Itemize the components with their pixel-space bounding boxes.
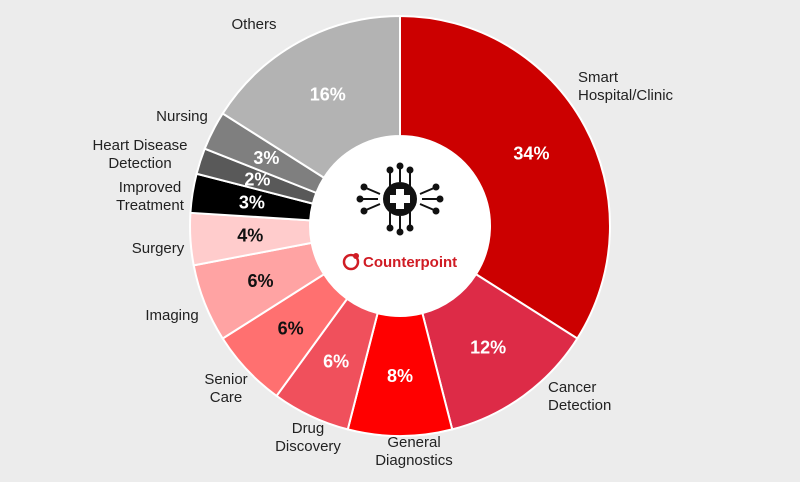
medical-chip-icon	[356, 162, 444, 236]
category-label-general-diagnostics: General Diagnostics	[375, 434, 453, 469]
category-label-drug-discovery: Drug Discovery	[275, 420, 341, 455]
category-label-nursing: Nursing	[156, 108, 208, 125]
category-label-smart-hospital-clinic: Smart Hospital/Clinic	[578, 69, 674, 104]
category-label-others: Others	[231, 16, 276, 33]
value-labels-layer: 34%12%8%6%6%6%4%3%2%3%16%	[237, 85, 549, 386]
category-label-cancer-detection: Cancer Detection	[548, 379, 611, 414]
category-labels-layer: Smart Hospital/Clinic Cancer Detection Gener…	[92, 16, 673, 469]
value-label-surgery: 4%	[237, 225, 263, 245]
value-label-general-diagnostics: 8%	[387, 366, 413, 386]
category-label-improved-treatment: Improved Treatment	[116, 179, 185, 214]
slice-others	[221, 14, 401, 180]
value-label-others: 16%	[310, 85, 346, 105]
value-label-nursing: 3%	[253, 148, 279, 168]
counterpoint-logo: Counterpoint	[342, 253, 457, 271]
value-label-cancer-detection: 12%	[470, 337, 506, 357]
center-hole: Counterpoint	[310, 136, 490, 316]
value-label-senior-care: 6%	[278, 319, 304, 339]
value-label-imaging: 6%	[248, 271, 274, 291]
value-label-drug-discovery: 6%	[323, 352, 349, 372]
category-label-heart-disease-detection: Heart Disease Detection	[92, 137, 187, 172]
counterpoint-logo-icon	[342, 253, 360, 271]
counterpoint-logo-text: Counterpoint	[363, 254, 457, 271]
category-label-surgery: Surgery	[132, 240, 185, 257]
value-label-heart-disease-detection: 2%	[244, 170, 270, 190]
slices-layer	[189, 14, 611, 437]
category-label-imaging: Imaging	[145, 307, 198, 324]
value-label-smart-hospital-clinic: 34%	[513, 144, 549, 164]
category-label-senior-care: Senior Care	[204, 371, 247, 406]
value-label-improved-treatment: 3%	[239, 193, 265, 213]
